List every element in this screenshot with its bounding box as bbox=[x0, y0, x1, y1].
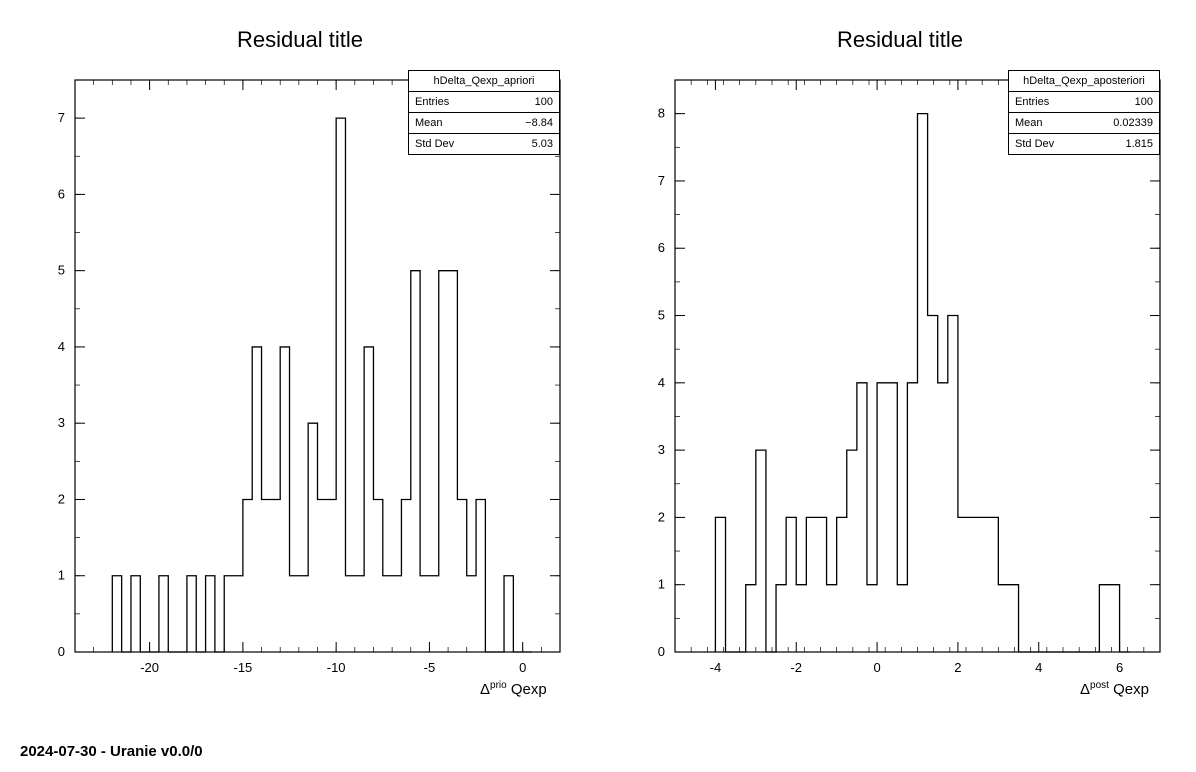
left-stats-entries-row: Entries 100 bbox=[409, 92, 559, 113]
svg-text:4: 4 bbox=[1035, 660, 1042, 675]
svg-text:7: 7 bbox=[658, 173, 665, 188]
left-stats-std-value: 5.03 bbox=[532, 138, 553, 150]
right-stats-entries-row: Entries 100 bbox=[1009, 92, 1159, 113]
left-panel: Residual title -20 -15 -10 -5 0 0 1 2 3 4 5 6 7 Δprio… bbox=[20, 20, 580, 712]
svg-text:-4: -4 bbox=[710, 660, 722, 675]
svg-text:6: 6 bbox=[58, 186, 65, 201]
left-stats-std-label: Std Dev bbox=[415, 138, 454, 150]
footer-text: 2024-07-30 - Uranie v0.0/0 bbox=[20, 743, 203, 760]
svg-text:4: 4 bbox=[658, 375, 665, 390]
svg-text:0: 0 bbox=[873, 660, 880, 675]
left-stats-entries-label: Entries bbox=[415, 96, 449, 108]
svg-text:0: 0 bbox=[58, 644, 65, 659]
svg-text:1: 1 bbox=[58, 568, 65, 583]
right-stats-std-value: 1.815 bbox=[1125, 138, 1153, 150]
svg-text:5: 5 bbox=[658, 308, 665, 323]
right-stats-mean-value: 0.02339 bbox=[1113, 117, 1153, 129]
left-chart-title: Residual title bbox=[20, 20, 580, 60]
svg-text:3: 3 bbox=[58, 415, 65, 430]
left-stats-mean-row: Mean −8.84 bbox=[409, 113, 559, 134]
svg-text:8: 8 bbox=[658, 106, 665, 121]
left-stats-box: hDelta_Qexp_apriori Entries 100 Mean −8.… bbox=[408, 70, 560, 155]
svg-text:0: 0 bbox=[519, 660, 526, 675]
svg-text:-2: -2 bbox=[790, 660, 802, 675]
svg-text:6: 6 bbox=[1116, 660, 1123, 675]
svg-text:2: 2 bbox=[58, 491, 65, 506]
page-root: Residual title -20-15-10-5001234567Δprio… bbox=[0, 0, 1196, 772]
right-stats-box: hDelta_Qexp_aposteriori Entries 100 Mean… bbox=[1008, 70, 1160, 155]
left-stats-entries-value: 100 bbox=[535, 96, 553, 108]
right-stats-mean-label: Mean bbox=[1015, 117, 1043, 129]
svg-text:-15: -15 bbox=[233, 660, 252, 675]
left-stats-std-row: Std Dev 5.03 bbox=[409, 134, 559, 154]
left-stats-name: hDelta_Qexp_apriori bbox=[409, 71, 559, 92]
right-panel: Residual title -4 -2 0 2 4 6 0 1 2 3 4 5 6 7 8 Δpost Qe… bbox=[620, 20, 1180, 712]
svg-text:4: 4 bbox=[58, 339, 65, 354]
right-stats-mean-row: Mean 0.02339 bbox=[1009, 113, 1159, 134]
right-stats-std-row: Std Dev 1.815 bbox=[1009, 134, 1159, 154]
svg-text:1: 1 bbox=[658, 577, 665, 592]
svg-text:0: 0 bbox=[658, 644, 665, 659]
svg-text:Δprio Qexp: Δprio Qexp bbox=[480, 680, 547, 698]
svg-text:3: 3 bbox=[658, 442, 665, 457]
svg-text:-10: -10 bbox=[327, 660, 346, 675]
left-histogram-svg: -20 -15 -10 -5 0 0 1 2 3 4 5 6 7 Δprio Qexp bbox=[20, 70, 580, 712]
svg-text:2: 2 bbox=[658, 509, 665, 524]
svg-text:5: 5 bbox=[58, 263, 65, 278]
right-histogram-svg: -4 -2 0 2 4 6 0 1 2 3 4 5 6 7 8 Δpost Qexp bbox=[620, 70, 1180, 712]
right-chart-title: Residual title bbox=[620, 20, 1180, 60]
right-stats-entries-label: Entries bbox=[1015, 96, 1049, 108]
svg-text:2: 2 bbox=[954, 660, 961, 675]
svg-text:-20: -20 bbox=[140, 660, 159, 675]
svg-text:Δpost Qexp: Δpost Qexp bbox=[1080, 680, 1149, 698]
right-stats-entries-value: 100 bbox=[1135, 96, 1153, 108]
right-stats-name: hDelta_Qexp_aposteriori bbox=[1009, 71, 1159, 92]
svg-text:6: 6 bbox=[658, 240, 665, 255]
left-stats-mean-value: −8.84 bbox=[525, 117, 553, 129]
svg-text:7: 7 bbox=[58, 110, 65, 125]
left-stats-mean-label: Mean bbox=[415, 117, 443, 129]
svg-text:-5: -5 bbox=[424, 660, 436, 675]
left-plot-area: -20 -15 -10 -5 0 0 1 2 3 4 5 6 7 Δprio Qexp bbox=[20, 70, 580, 712]
right-stats-std-label: Std Dev bbox=[1015, 138, 1054, 150]
right-plot-area: -4 -2 0 2 4 6 0 1 2 3 4 5 6 7 8 Δpost Qexp bbox=[620, 70, 1180, 712]
